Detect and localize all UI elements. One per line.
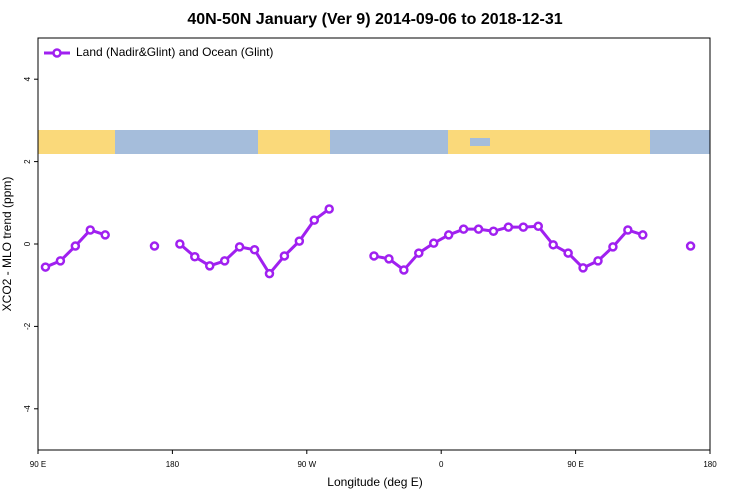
data-point [623,225,633,235]
x-tick-label: 0 [439,460,444,469]
data-line [178,207,331,277]
data-point [190,252,200,262]
data-point [219,256,230,266]
data-line [373,224,644,272]
y-tick-label: -4 [23,405,32,413]
x-tick-label: 180 [166,460,180,469]
data-point [369,251,379,261]
x-tick-label: 90 E [30,460,46,469]
data-point [249,245,260,255]
data-point [204,261,215,271]
x-tick-label: 90 W [297,460,316,469]
data-point [264,268,275,279]
data-point [473,224,484,234]
data-point [428,238,439,248]
data-point [593,256,603,266]
data-point [638,230,648,240]
data-point [70,241,81,251]
data-point [685,241,696,251]
data-point [384,254,394,264]
legend-marker [52,48,62,58]
data-point [40,262,51,272]
data-point [488,226,499,236]
y-tick-label: -2 [23,322,32,330]
data-point [563,248,573,258]
data-point [414,248,424,258]
y-axis-label: XCO2 - MLO trend (ppm) [0,177,14,312]
data-point [399,265,409,275]
data-point [608,242,618,252]
map-strip [38,130,710,154]
y-tick-label: 0 [23,241,32,246]
y-tick-label: 2 [23,159,32,164]
x-tick-label: 180 [703,460,717,469]
data-point [149,241,160,251]
data-point [234,242,245,252]
data-point [175,239,185,249]
data-point [309,215,320,225]
data-point [85,225,96,235]
data-point [533,221,544,232]
data-point [503,222,514,232]
data-point [279,251,290,261]
data-point [578,263,588,273]
chart-title: 40N-50N January (Ver 9) 2014-09-06 to 20… [187,11,562,28]
data-point [324,204,334,214]
x-tick-label: 90 E [567,460,583,469]
legend-label: Land (Nadir&Glint) and Ocean (Glint) [76,45,273,59]
y-tick-label: 4 [23,76,32,81]
data-point [100,230,110,240]
data-point [55,256,66,266]
data-point [518,222,529,232]
x-axis-label: Longitude (deg E) [327,475,422,489]
data-point [548,240,558,250]
data-point [458,224,469,234]
data-point [443,230,454,240]
data-point [294,236,305,246]
